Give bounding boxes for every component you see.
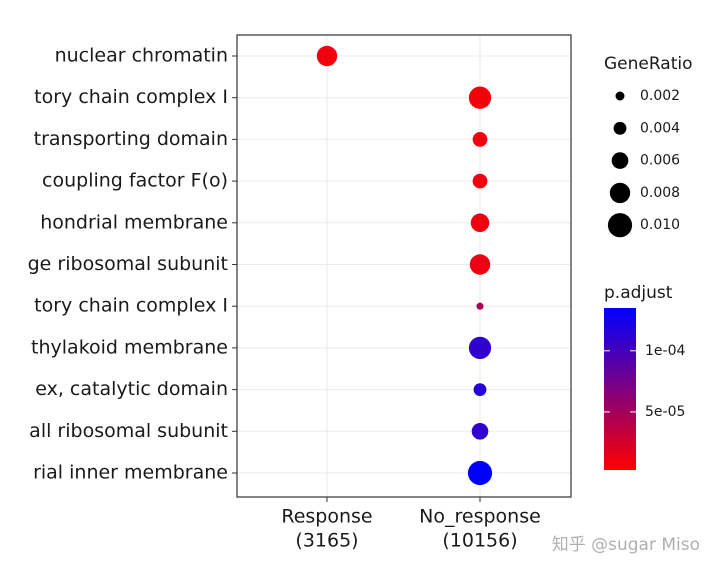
y-tick-label: thylakoid membrane (31, 336, 228, 358)
size-legend-key (613, 121, 627, 135)
grid (237, 35, 571, 497)
dot (316, 45, 338, 67)
size-legend-key (609, 182, 631, 204)
dot (472, 173, 488, 189)
dot (468, 86, 492, 109)
dot (470, 213, 490, 233)
y-tick-label: nuclear chromatin (55, 45, 228, 67)
x-tick-label: Response (281, 506, 372, 528)
dot (469, 254, 491, 275)
size-legend-key (615, 91, 625, 101)
size-legend-key (607, 213, 633, 238)
size-legend-title: GeneRatio (604, 54, 693, 74)
size-legend-label: 0.004 (640, 120, 680, 136)
y-tick-label: ex, catalytic domain (35, 378, 228, 400)
y-tick-label: tory chain complex I (34, 86, 228, 108)
y-tick-label: coupling factor F(o) (42, 170, 228, 192)
x-tick-count: (3165) (295, 530, 358, 552)
size-legend-label: 0.006 (640, 153, 680, 169)
size-legend-label: 0.010 (640, 217, 680, 233)
size-legend-key (611, 152, 629, 169)
y-tick-label: all ribosomal subunit (29, 420, 228, 442)
x-tick-count: (10156) (442, 530, 517, 552)
color-legend-title: p.adjust (604, 283, 673, 303)
watermark: 知乎 @sugar Miso (552, 535, 700, 555)
y-tick-label: hondrial membrane (40, 211, 228, 233)
x-tick-label: No_response (419, 506, 541, 528)
y-tick-label: tory chain complex I (34, 295, 228, 317)
dot (472, 132, 488, 147)
color-legend-label: 1e-04 (645, 343, 685, 359)
y-tick-label: transporting domain (34, 128, 228, 150)
size-legend-label: 0.002 (640, 88, 680, 104)
dot (468, 336, 492, 360)
color-bar (604, 308, 636, 470)
color-legend-label: 5e-05 (645, 404, 685, 420)
y-tick-label: rial inner membrane (33, 462, 228, 484)
dot (467, 460, 493, 486)
size-legend-label: 0.008 (640, 185, 680, 201)
dot (476, 302, 484, 310)
panel-border (236, 34, 572, 498)
dot (471, 423, 489, 440)
dot (473, 383, 487, 396)
y-tick-label: ge ribosomal subunit (28, 253, 228, 275)
